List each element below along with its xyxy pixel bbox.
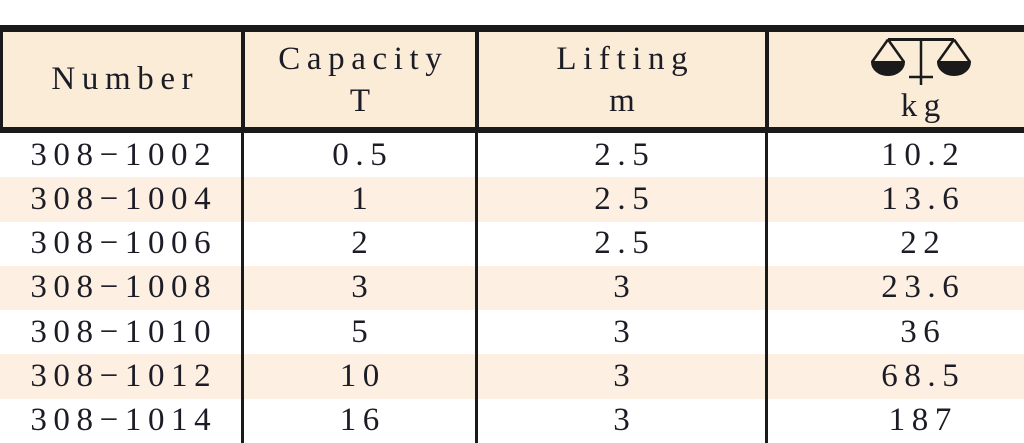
header-number-label: Number <box>51 61 200 97</box>
header-lifting: Lifting m <box>475 32 765 127</box>
weight-cell: 10.2 <box>765 133 1024 178</box>
header-capacity-label: Capacity <box>278 41 449 77</box>
header-number: Number <box>0 32 241 127</box>
number-cell: 308−1008 <box>30 269 218 306</box>
number-cell: 308−1006 <box>30 225 218 262</box>
hoist-spec-table: Number Capacity T Lifting m <box>0 25 1024 443</box>
table-row: 308−1010 5 3 36 <box>0 310 1024 355</box>
weight-cell: 13.6 <box>765 177 1024 222</box>
capacity-cell: 5 <box>241 310 475 355</box>
number-cell: 308−1004 <box>30 180 218 217</box>
number-cell: 308−1010 <box>30 313 218 350</box>
table-row: 308−1002 0.5 2.5 10.2 <box>0 133 1024 178</box>
weight-cell: 68.5 <box>765 354 1024 399</box>
lifting-cell: 2.5 <box>475 177 765 222</box>
lifting-cell: 3 <box>475 398 765 443</box>
balance-scale-icon <box>868 34 974 86</box>
capacity-cell: 16 <box>241 398 475 443</box>
weight-cell: 22 <box>765 221 1024 266</box>
weight-cell: 36 <box>765 310 1024 355</box>
table-header-row: Number Capacity T Lifting m <box>0 25 1024 133</box>
header-weight: kg <box>765 32 1024 127</box>
lifting-cell: 2.5 <box>475 133 765 178</box>
number-cell: 308−1012 <box>30 358 218 395</box>
header-capacity: Capacity T <box>241 32 475 127</box>
capacity-cell: 3 <box>241 265 475 311</box>
table-row: 308−1014 16 3 187 <box>0 398 1024 443</box>
capacity-cell: 1 <box>241 177 475 222</box>
lifting-cell: 3 <box>475 310 765 355</box>
number-cell: 308−1014 <box>30 402 218 439</box>
capacity-cell: 10 <box>241 354 475 399</box>
capacity-cell: 2 <box>241 221 475 266</box>
table-row: 308−1004 1 2.5 13.6 <box>0 177 1024 222</box>
header-capacity-unit: T <box>349 83 377 119</box>
lifting-cell: 3 <box>475 265 765 311</box>
number-cell: 308−1002 <box>30 136 218 173</box>
table-row: 308−1008 3 3 23.6 <box>0 265 1024 311</box>
header-lifting-unit: m <box>609 83 642 119</box>
lifting-cell: 3 <box>475 354 765 399</box>
capacity-cell: 0.5 <box>241 133 475 178</box>
header-lifting-label: Lifting <box>556 41 695 77</box>
table-row: 308−1006 2 2.5 22 <box>0 221 1024 266</box>
lifting-cell: 2.5 <box>475 221 765 266</box>
table-body: 308−1002 0.5 2.5 10.2 308−1004 1 2.5 13.… <box>0 133 1024 443</box>
weight-cell: 187 <box>765 398 1024 443</box>
weight-cell: 23.6 <box>765 265 1024 311</box>
table-row: 308−1012 10 3 68.5 <box>0 354 1024 399</box>
header-weight-unit: kg <box>900 87 947 124</box>
